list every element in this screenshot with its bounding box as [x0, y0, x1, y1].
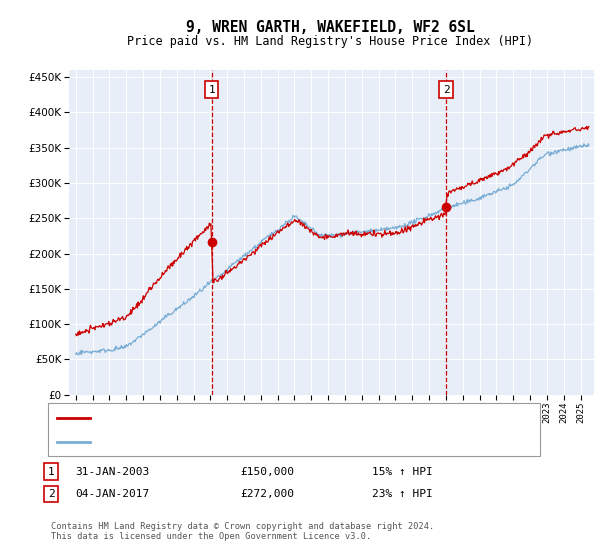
- Text: £150,000: £150,000: [240, 466, 294, 477]
- Text: 1: 1: [47, 466, 55, 477]
- Text: 1: 1: [208, 85, 215, 95]
- Text: HPI: Average price, detached house, Wakefield: HPI: Average price, detached house, Wake…: [96, 436, 377, 446]
- Text: 04-JAN-2017: 04-JAN-2017: [75, 489, 149, 499]
- Text: 9, WREN GARTH, WAKEFIELD, WF2 6SL: 9, WREN GARTH, WAKEFIELD, WF2 6SL: [185, 20, 475, 35]
- Text: 9, WREN GARTH, WAKEFIELD, WF2 6SL (detached house): 9, WREN GARTH, WAKEFIELD, WF2 6SL (detac…: [96, 413, 409, 423]
- Text: 23% ↑ HPI: 23% ↑ HPI: [372, 489, 433, 499]
- Text: Contains HM Land Registry data © Crown copyright and database right 2024.
This d: Contains HM Land Registry data © Crown c…: [51, 522, 434, 542]
- Text: 2: 2: [443, 85, 449, 95]
- Text: £272,000: £272,000: [240, 489, 294, 499]
- Text: 31-JAN-2003: 31-JAN-2003: [75, 466, 149, 477]
- Text: 15% ↑ HPI: 15% ↑ HPI: [372, 466, 433, 477]
- Text: Price paid vs. HM Land Registry's House Price Index (HPI): Price paid vs. HM Land Registry's House …: [127, 35, 533, 48]
- Text: 2: 2: [47, 489, 55, 499]
